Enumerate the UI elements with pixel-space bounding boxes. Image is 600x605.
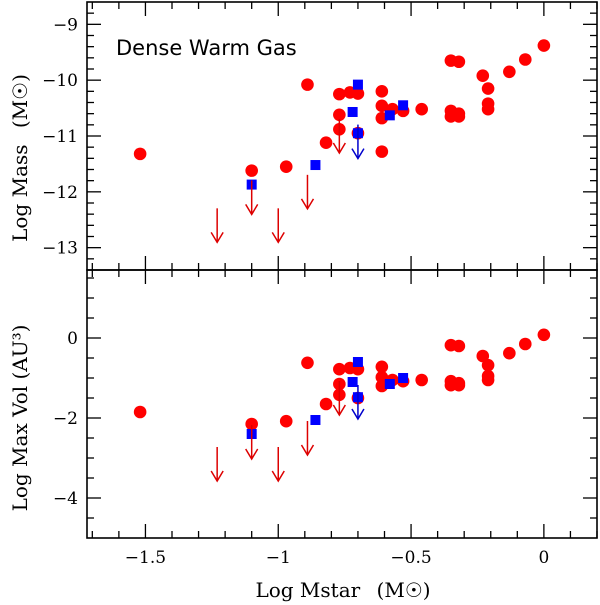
bottom-panel-frame bbox=[86, 269, 598, 539]
upper-limit-arrow bbox=[332, 381, 346, 417]
data-point-square bbox=[347, 377, 358, 387]
data-point-circle bbox=[319, 136, 333, 149]
data-point-circle bbox=[476, 69, 490, 82]
y-tick-label: −4 bbox=[53, 489, 78, 509]
data-point-circle bbox=[518, 337, 532, 351]
data-point-circle bbox=[301, 78, 314, 91]
data-point-circle bbox=[319, 397, 333, 411]
data-point-circle bbox=[481, 102, 495, 116]
upper-limit-arrow bbox=[332, 119, 346, 155]
data-point-circle bbox=[279, 414, 293, 428]
upper-limit-arrow bbox=[300, 174, 315, 211]
data-point-circle bbox=[537, 39, 551, 52]
data-point-circle bbox=[351, 87, 365, 100]
top-y-axis-label: Log Mass (M☉) bbox=[8, 74, 32, 242]
data-point-square bbox=[352, 79, 363, 90]
upper-limit-arrow bbox=[245, 425, 259, 461]
data-point-circle bbox=[476, 349, 490, 363]
top-y-axis-label-text: Log Mass bbox=[8, 144, 32, 241]
data-point-circle bbox=[481, 373, 495, 387]
y-tick-label: −2 bbox=[53, 409, 78, 429]
upper-limit-arrow bbox=[351, 385, 365, 421]
x-tick-label: −1.5 bbox=[125, 548, 166, 568]
data-point-circle bbox=[452, 339, 466, 353]
ticks-layer: −13 −12 −11 −10 −9 −4 −2 0 −1.5 −1 −0.5 0 bbox=[42, 2, 598, 568]
data-point-square bbox=[384, 379, 395, 389]
data-point-circle bbox=[452, 55, 466, 69]
data-point-circle bbox=[503, 65, 516, 79]
data-point-circle bbox=[245, 164, 258, 177]
data-point-circle bbox=[133, 405, 147, 419]
x-tick-label: −1 bbox=[266, 548, 291, 568]
upper-limit-arrow bbox=[245, 180, 259, 216]
data-point-circle bbox=[503, 346, 516, 360]
data-point-circle bbox=[333, 108, 346, 122]
data-point-square bbox=[398, 100, 409, 111]
marks-layer bbox=[133, 39, 551, 483]
upper-limit-arrow bbox=[351, 124, 365, 161]
data-point-square bbox=[310, 415, 321, 425]
upper-limit-arrow bbox=[271, 208, 285, 244]
data-point-square bbox=[310, 160, 321, 171]
top-y-axis-label-unit: (M☉) bbox=[8, 74, 32, 128]
data-point-circle bbox=[375, 85, 389, 98]
x-axis-label: Log Mstar (M☉) bbox=[255, 578, 430, 602]
data-point-square bbox=[347, 106, 358, 117]
data-point-circle bbox=[333, 362, 346, 376]
data-point-circle bbox=[133, 147, 147, 161]
data-point-circle bbox=[415, 102, 428, 116]
data-point-circle bbox=[481, 82, 495, 95]
y-tick-label: −10 bbox=[42, 71, 78, 91]
upper-limit-arrow bbox=[210, 447, 224, 483]
data-point-square bbox=[398, 373, 409, 383]
data-point-circle bbox=[301, 356, 314, 370]
data-point-circle bbox=[375, 99, 389, 113]
y-tick-label: 0 bbox=[67, 329, 78, 349]
upper-limit-arrow bbox=[210, 208, 224, 244]
data-point-circle bbox=[415, 373, 428, 387]
x-axis-label-unit: (M☉) bbox=[377, 578, 431, 602]
x-axis-label-text: Log Mstar bbox=[255, 578, 360, 602]
upper-limit-arrow bbox=[300, 421, 315, 457]
panel-annotation: Dense Warm Gas bbox=[116, 36, 297, 60]
data-point-circle bbox=[245, 417, 258, 431]
y-tick-label: −13 bbox=[42, 239, 78, 259]
data-point-circle bbox=[537, 328, 551, 342]
upper-limit-arrow bbox=[271, 447, 285, 483]
data-point-square bbox=[352, 357, 363, 367]
data-point-circle bbox=[452, 378, 466, 392]
bottom-y-axis-label: Log Max Vol (AU³) bbox=[8, 325, 32, 512]
data-point-circle bbox=[375, 360, 389, 374]
data-point-circle bbox=[452, 110, 466, 123]
data-point-circle bbox=[279, 160, 293, 174]
x-tick-label: 0 bbox=[538, 548, 549, 568]
data-point-square bbox=[384, 110, 395, 121]
y-tick-label: −12 bbox=[42, 183, 78, 203]
data-point-circle bbox=[333, 87, 346, 101]
data-point-circle bbox=[481, 358, 495, 372]
y-tick-label: −9 bbox=[53, 15, 78, 35]
data-point-circle bbox=[375, 145, 389, 158]
y-tick-label: −11 bbox=[42, 127, 78, 147]
data-point-circle bbox=[518, 53, 532, 66]
x-tick-label: −0.5 bbox=[390, 548, 431, 568]
